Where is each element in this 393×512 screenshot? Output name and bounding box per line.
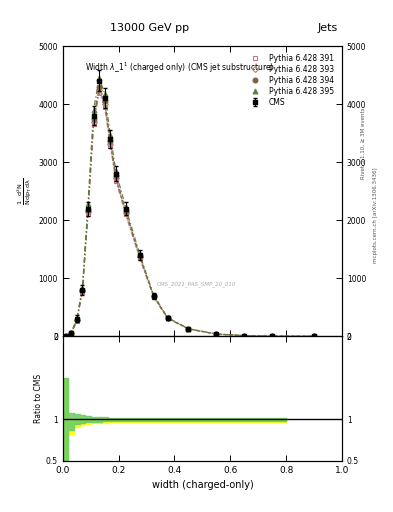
Pythia 6.428 394 xyxy=(137,252,142,259)
Pythia 6.428 393 xyxy=(108,141,113,147)
Pythia 6.428 393 xyxy=(69,330,73,336)
Pythia 6.428 391 xyxy=(63,333,68,339)
Pythia 6.428 394 xyxy=(114,173,118,179)
Pythia 6.428 394 xyxy=(108,138,113,144)
Y-axis label: Ratio to CMS: Ratio to CMS xyxy=(34,374,43,423)
X-axis label: width (charged-only): width (charged-only) xyxy=(152,480,253,490)
Pythia 6.428 391 xyxy=(151,294,156,300)
Pythia 6.428 391 xyxy=(165,315,170,322)
Pythia 6.428 391 xyxy=(108,143,113,149)
Pythia 6.428 391 xyxy=(103,104,107,110)
Text: 13000 GeV pp: 13000 GeV pp xyxy=(110,23,189,33)
Pythia 6.428 394 xyxy=(80,287,85,293)
Pythia 6.428 393 xyxy=(312,333,316,339)
Pythia 6.428 393 xyxy=(86,208,90,215)
Pythia 6.428 395 xyxy=(114,168,118,175)
Pythia 6.428 393 xyxy=(165,315,170,321)
Pythia 6.428 391 xyxy=(270,333,275,339)
Pythia 6.428 394 xyxy=(123,208,128,214)
Text: Rivet 3.1.10, ≥ 3M events: Rivet 3.1.10, ≥ 3M events xyxy=(361,108,366,179)
Line: Pythia 6.428 391: Pythia 6.428 391 xyxy=(64,91,316,338)
Pythia 6.428 393 xyxy=(97,87,101,93)
Pythia 6.428 393 xyxy=(137,254,142,260)
Line: Pythia 6.428 395: Pythia 6.428 395 xyxy=(63,76,316,339)
Pythia 6.428 394 xyxy=(86,207,90,213)
Pythia 6.428 393 xyxy=(270,333,275,339)
Pythia 6.428 394 xyxy=(97,83,101,90)
Pythia 6.428 393 xyxy=(63,333,68,339)
Pythia 6.428 395 xyxy=(75,315,79,322)
Pythia 6.428 393 xyxy=(114,176,118,182)
Pythia 6.428 393 xyxy=(75,317,79,323)
Pythia 6.428 395 xyxy=(151,292,156,298)
Pythia 6.428 391 xyxy=(80,289,85,295)
Pythia 6.428 395 xyxy=(108,133,113,139)
Pythia 6.428 394 xyxy=(75,317,79,323)
Pythia 6.428 394 xyxy=(186,326,191,332)
Pythia 6.428 393 xyxy=(103,101,107,107)
Line: Pythia 6.428 394: Pythia 6.428 394 xyxy=(63,84,316,339)
Pythia 6.428 391 xyxy=(186,326,191,332)
Pythia 6.428 391 xyxy=(86,211,90,218)
Pythia 6.428 395 xyxy=(91,107,96,113)
Text: mcplots.cern.ch [arXiv:1306.3436]: mcplots.cern.ch [arXiv:1306.3436] xyxy=(373,167,378,263)
Pythia 6.428 395 xyxy=(270,333,275,339)
Pythia 6.428 394 xyxy=(91,116,96,122)
Pythia 6.428 395 xyxy=(123,204,128,210)
Pythia 6.428 393 xyxy=(214,331,219,337)
Pythia 6.428 391 xyxy=(312,333,316,339)
Pythia 6.428 394 xyxy=(214,331,219,337)
Pythia 6.428 391 xyxy=(69,331,73,337)
Line: Pythia 6.428 393: Pythia 6.428 393 xyxy=(64,88,316,338)
Pythia 6.428 395 xyxy=(86,201,90,207)
Pythia 6.428 393 xyxy=(186,326,191,332)
Pythia 6.428 395 xyxy=(137,251,142,257)
Pythia 6.428 395 xyxy=(186,326,191,332)
Pythia 6.428 395 xyxy=(69,330,73,336)
Pythia 6.428 395 xyxy=(80,285,85,291)
Pythia 6.428 391 xyxy=(214,331,219,337)
Y-axis label: $\mathregular{\frac{1}{N}\frac{d^2N}{dp_T\,d\lambda}}$: $\mathregular{\frac{1}{N}\frac{d^2N}{dp_… xyxy=(16,178,34,205)
Pythia 6.428 395 xyxy=(97,75,101,81)
Pythia 6.428 394 xyxy=(63,333,68,339)
Pythia 6.428 393 xyxy=(80,287,85,293)
Pythia 6.428 395 xyxy=(312,333,316,339)
Pythia 6.428 391 xyxy=(75,317,79,324)
Pythia 6.428 394 xyxy=(103,98,107,104)
Pythia 6.428 393 xyxy=(151,293,156,300)
Pythia 6.428 393 xyxy=(123,209,128,216)
Pythia 6.428 391 xyxy=(123,211,128,218)
Pythia 6.428 394 xyxy=(242,333,247,339)
Pythia 6.428 394 xyxy=(151,293,156,299)
Legend: Pythia 6.428 391, Pythia 6.428 393, Pythia 6.428 394, Pythia 6.428 395, CMS: Pythia 6.428 391, Pythia 6.428 393, Pyth… xyxy=(244,53,335,109)
Pythia 6.428 394 xyxy=(312,333,316,339)
Text: Jets: Jets xyxy=(318,23,338,33)
Pythia 6.428 391 xyxy=(91,121,96,127)
Pythia 6.428 395 xyxy=(103,91,107,97)
Text: Width $\lambda\_1^1$ (charged only) (CMS jet substructure): Width $\lambda\_1^1$ (charged only) (CMS… xyxy=(85,60,275,75)
Pythia 6.428 391 xyxy=(114,178,118,184)
Pythia 6.428 395 xyxy=(242,333,247,339)
Pythia 6.428 394 xyxy=(165,315,170,321)
Pythia 6.428 395 xyxy=(63,333,68,339)
Pythia 6.428 393 xyxy=(91,118,96,124)
Pythia 6.428 394 xyxy=(270,333,275,339)
Pythia 6.428 395 xyxy=(165,314,170,321)
Pythia 6.428 395 xyxy=(214,331,219,337)
Pythia 6.428 393 xyxy=(242,333,247,339)
Pythia 6.428 394 xyxy=(69,330,73,336)
Pythia 6.428 391 xyxy=(242,333,247,339)
Text: CMS_2021_PAS_SMP_20_010: CMS_2021_PAS_SMP_20_010 xyxy=(157,281,237,287)
Pythia 6.428 391 xyxy=(97,90,101,96)
Pythia 6.428 391 xyxy=(137,255,142,261)
